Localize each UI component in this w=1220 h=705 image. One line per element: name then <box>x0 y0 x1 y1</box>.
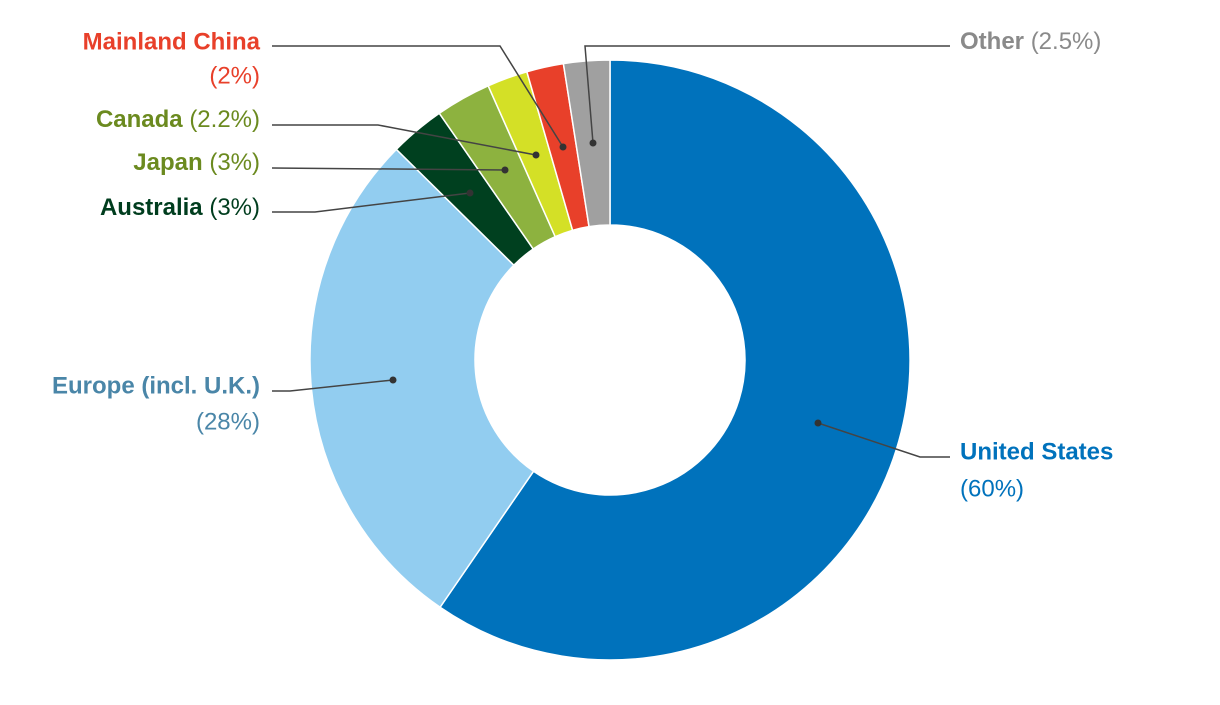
category-label: Japan <box>133 149 202 176</box>
category-label: Mainland China <box>83 28 261 55</box>
category-label: Australia <box>100 194 203 221</box>
leader-line <box>272 45 564 148</box>
slice <box>309 148 535 609</box>
leader-dot <box>389 376 397 384</box>
slice-label: Other (2.5%) <box>960 28 1101 55</box>
value-label: (3%) <box>209 194 260 221</box>
leader-line <box>272 379 394 392</box>
leader-dot <box>814 419 822 427</box>
value-label: (2%) <box>209 62 260 89</box>
slice-label: Australia (3%) <box>100 194 260 221</box>
leader-line <box>272 192 471 213</box>
category-label: Other <box>960 28 1024 55</box>
category-label: Canada <box>96 106 183 133</box>
leader-dot <box>466 189 474 197</box>
leader-dot <box>501 166 509 174</box>
leader-line <box>584 45 950 144</box>
leader-dot <box>532 151 540 159</box>
value-label: (2.2%) <box>189 106 260 133</box>
leader-line <box>272 124 537 156</box>
leader-line <box>817 422 950 458</box>
value-label: (3%) <box>209 149 260 176</box>
category-label: United States <box>960 438 1113 465</box>
leader-dot <box>559 143 567 151</box>
slice <box>439 59 911 661</box>
slice-label: Japan (3%) <box>133 149 260 176</box>
value-label: (28%) <box>196 408 260 435</box>
leader-dot <box>589 139 597 147</box>
slice <box>562 59 611 228</box>
category-label: Europe (incl. U.K.) <box>52 372 260 399</box>
slice-label: Canada (2.2%) <box>96 106 260 133</box>
value-label: (60%) <box>960 475 1024 502</box>
value-label: (2.5%) <box>1031 28 1102 55</box>
leader-line <box>271 167 506 171</box>
